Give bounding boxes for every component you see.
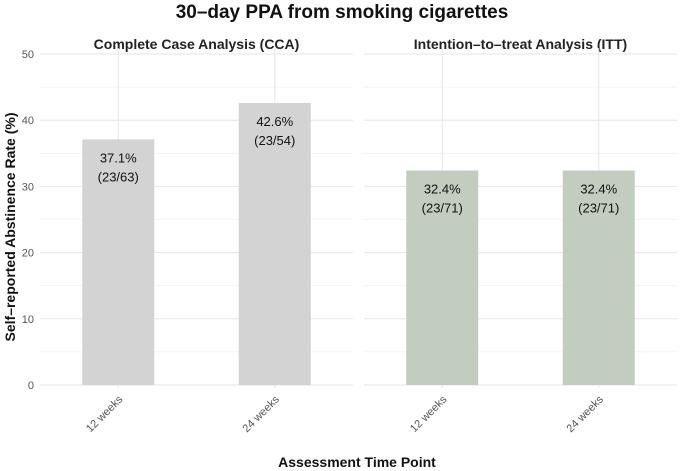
chart-title: 30–day PPA from smoking cigarettes (176, 2, 509, 23)
y-axis-title: Self–reported Abstinence Rate (%) (2, 113, 18, 342)
y-tick-label: 50 (22, 49, 34, 61)
bar-label-fraction: (23/71) (578, 201, 619, 216)
bar (562, 170, 635, 385)
y-tick-label: 10 (22, 314, 34, 326)
x-tick-label: 12 weeks (84, 393, 126, 435)
bar (238, 102, 311, 385)
bar-label-fraction: (23/54) (254, 133, 295, 148)
y-tick-label: 0 (28, 380, 34, 392)
bar (82, 139, 155, 385)
x-tick-label: 12 weeks (408, 393, 450, 435)
bar-label-fraction: (23/71) (422, 201, 463, 216)
panel-1: Complete Case Analysis (CCA) 37.1% (23/63)… (40, 36, 353, 435)
y-tick-label: 30 (22, 181, 34, 193)
bar-label-percent: 37.1% (100, 150, 137, 165)
facet-title: Complete Case Analysis (CCA) (94, 36, 300, 52)
bar-label-percent: 32.4% (424, 182, 461, 197)
x-tick-label: 24 weeks (565, 393, 607, 435)
bar-label-fraction: (23/63) (98, 169, 139, 184)
bar-label-percent: 42.6% (256, 114, 293, 129)
panel-2: Intention–to–treat Analysis (ITT) 32.4% (2… (364, 36, 677, 435)
x-axis-title: Assessment Time Point (278, 454, 436, 470)
y-tick-label: 20 (22, 248, 34, 260)
bar-label-percent: 32.4% (580, 182, 617, 197)
y-tick-label: 40 (22, 115, 34, 127)
panels: 0 10 20 30 40 50 Complete Case Analysis (CCA) 3… (22, 36, 677, 435)
facet-title: Intention–to–treat Analysis (ITT) (414, 36, 627, 52)
bar (406, 170, 479, 385)
x-tick-label: 24 weeks (241, 393, 283, 435)
